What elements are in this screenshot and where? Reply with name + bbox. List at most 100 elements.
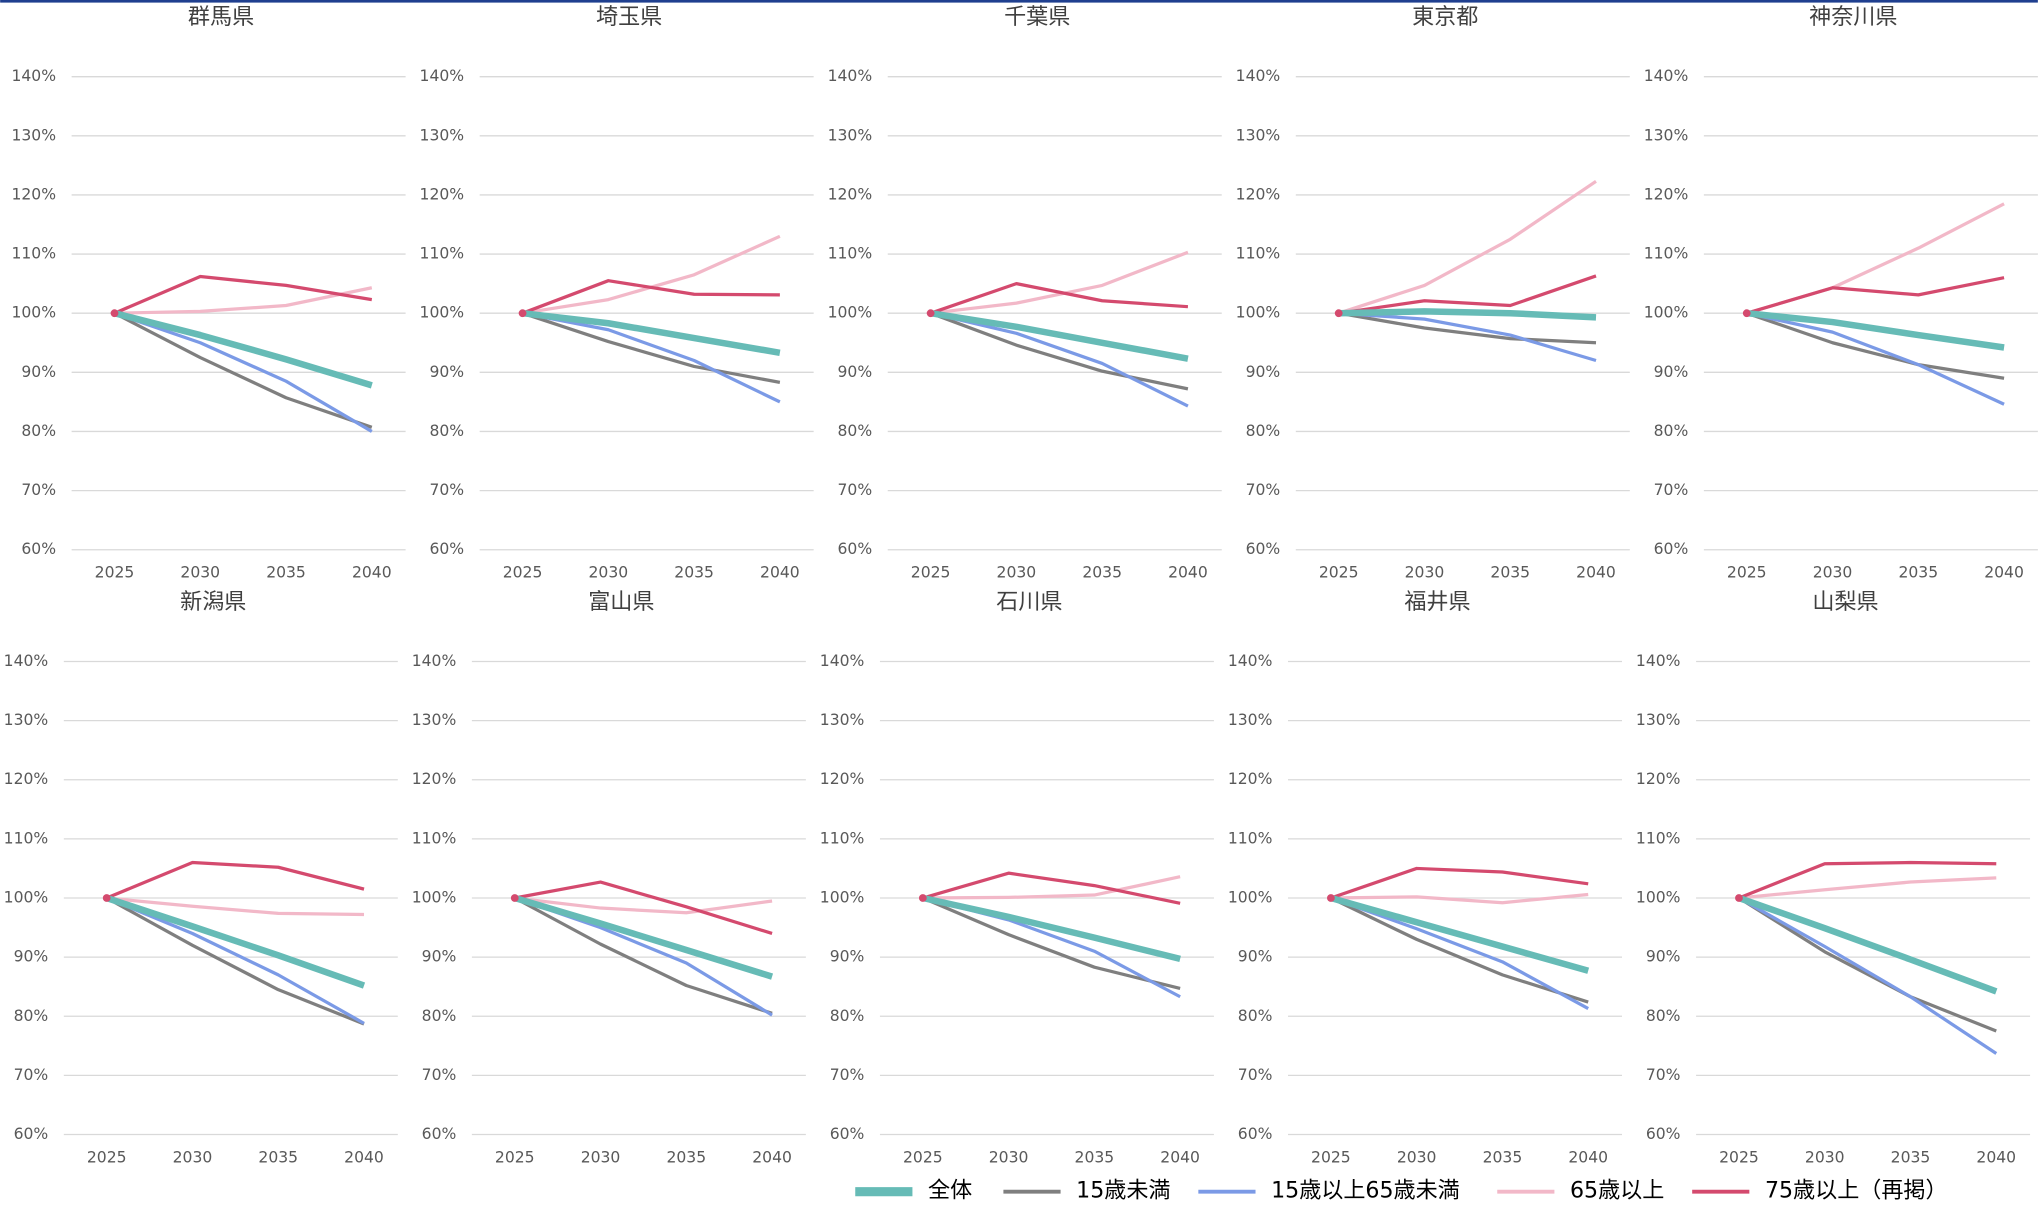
y-tick-label: 80% [838, 422, 873, 440]
y-tick-label: 130% [420, 126, 465, 144]
y-tick-label: 100% [11, 304, 56, 322]
series-line [1338, 308, 1597, 321]
y-tick-label: 110% [420, 245, 465, 263]
chart-title: 山梨県 [1812, 589, 1878, 615]
x-tick-label: 2025 [87, 1148, 127, 1166]
series-line [113, 311, 373, 433]
y-tick-label: 90% [830, 948, 865, 966]
y-tick-label: 90% [1246, 363, 1281, 381]
y-tick-label: 130% [11, 126, 56, 144]
series-line [1330, 896, 1589, 1004]
start-point [1742, 309, 1751, 318]
series-line [114, 286, 373, 315]
y-tick-label: 110% [1236, 245, 1281, 263]
chart-title: 東京都 [1412, 4, 1478, 30]
series-line [1338, 274, 1597, 315]
y-tick-label: 100% [1644, 304, 1689, 322]
series-line [1746, 202, 2005, 315]
x-tick-label: 2030 [173, 1148, 213, 1166]
start-point [1326, 894, 1335, 902]
y-tick-label: 120% [1236, 185, 1281, 203]
series-line [1746, 309, 2005, 351]
y-tick-label: 130% [1644, 126, 1689, 144]
series-line [930, 250, 1189, 315]
x-tick-label: 2035 [1490, 564, 1530, 582]
y-tick-label: 110% [828, 245, 873, 263]
series-line [1330, 892, 1589, 905]
x-tick-label: 2040 [1984, 564, 2024, 582]
y-tick-label: 80% [422, 1007, 457, 1025]
chart-title: 福井県 [1404, 589, 1470, 615]
series-line [106, 896, 365, 917]
x-tick-label: 2030 [589, 564, 629, 582]
series-line [1338, 311, 1597, 345]
x-tick-label: 2030 [1813, 564, 1853, 582]
y-tick-label: 90% [838, 363, 873, 381]
y-tick-label: 120% [4, 770, 49, 788]
y-tick-label: 110% [1228, 829, 1273, 847]
y-tick-label: 90% [14, 948, 49, 966]
series-line [922, 894, 1181, 963]
y-tick-label: 90% [1238, 948, 1273, 966]
y-tick-label: 140% [820, 652, 865, 670]
series-line [1746, 276, 2005, 315]
start-point [926, 309, 935, 318]
series-line [922, 875, 1181, 900]
series-line [930, 311, 1189, 391]
y-tick-label: 140% [1636, 652, 1681, 670]
y-tick-label: 80% [1646, 1007, 1681, 1025]
y-tick-label: 110% [11, 245, 56, 263]
y-tick-label: 120% [828, 185, 873, 203]
y-tick-label: 140% [412, 652, 457, 670]
y-tick-label: 120% [412, 770, 457, 788]
y-tick-label: 60% [14, 1125, 49, 1143]
x-tick-label: 2030 [1397, 1148, 1437, 1166]
y-tick-label: 120% [1644, 185, 1689, 203]
x-tick-label: 2025 [503, 564, 543, 582]
start-point [510, 894, 519, 902]
x-tick-label: 2040 [1976, 1148, 2016, 1166]
series-line [930, 282, 1189, 315]
x-tick-label: 2040 [760, 564, 800, 582]
x-tick-label: 2030 [180, 564, 220, 582]
series-line [1737, 894, 1998, 995]
series-line [1738, 896, 1998, 1055]
legend-label: 全体 [928, 1178, 972, 1204]
series-line [1738, 876, 1997, 900]
y-tick-label: 60% [1246, 540, 1281, 558]
y-tick-label: 60% [429, 540, 464, 558]
y-tick-label: 60% [830, 1125, 865, 1143]
top-border [0, 0, 2038, 3]
x-tick-label: 2040 [752, 1148, 792, 1166]
x-tick-label: 2040 [1160, 1148, 1200, 1166]
x-tick-label: 2035 [1891, 1148, 1931, 1166]
series-line [113, 310, 373, 389]
start-point [1735, 894, 1743, 902]
series-line [1338, 311, 1597, 363]
x-tick-label: 2025 [1719, 1148, 1759, 1166]
y-tick-label: 90% [429, 363, 464, 381]
y-tick-label: 120% [1636, 770, 1681, 788]
x-tick-label: 2025 [495, 1148, 535, 1166]
y-tick-label: 140% [11, 67, 56, 85]
series-line [513, 894, 774, 980]
y-tick-label: 90% [422, 948, 457, 966]
x-tick-label: 2025 [903, 1148, 943, 1166]
y-tick-label: 100% [828, 304, 873, 322]
series-line [1338, 179, 1597, 315]
x-tick-label: 2030 [581, 1148, 621, 1166]
y-tick-label: 80% [1246, 422, 1281, 440]
start-point [110, 309, 119, 318]
y-tick-label: 120% [1228, 770, 1273, 788]
y-tick-label: 140% [4, 652, 49, 670]
y-tick-label: 70% [1646, 1066, 1681, 1084]
y-tick-label: 100% [420, 304, 465, 322]
chart-title: 埼玉県 [596, 4, 662, 30]
x-tick-label: 2040 [352, 564, 392, 582]
x-tick-label: 2035 [266, 564, 306, 582]
y-tick-label: 110% [4, 829, 49, 847]
y-tick-label: 70% [1246, 481, 1281, 499]
series-line [1738, 860, 1997, 900]
